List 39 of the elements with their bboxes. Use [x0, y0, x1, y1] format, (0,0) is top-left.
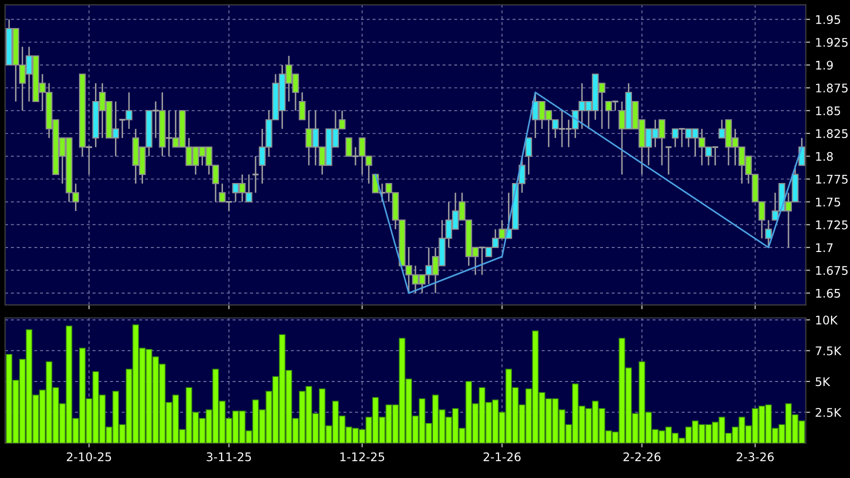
y-tick-label: 5K	[816, 377, 830, 386]
y-tick-label: 2.5K	[816, 408, 842, 417]
candlestick	[478, 246, 486, 276]
candlestick	[611, 100, 620, 112]
y-tick-label: 1.925	[816, 38, 848, 47]
candlestick	[165, 110, 173, 157]
candlestick	[345, 137, 352, 157]
candlestick	[664, 146, 672, 176]
candlestick	[252, 156, 260, 194]
candlestick	[352, 146, 360, 166]
y-tick-label: 7.5K	[816, 346, 842, 356]
y-tick-label: 1.7	[816, 243, 833, 252]
candlestick	[678, 128, 686, 148]
candlestick	[525, 137, 532, 176]
x-tick-label: 2-1-26	[484, 452, 521, 462]
candlestick	[85, 146, 93, 176]
y-tick-label: 1.65	[816, 288, 840, 298]
y-tick-label: 1.725	[816, 220, 848, 230]
y-tick-label: 1.775	[816, 174, 848, 184]
candlestick	[152, 100, 160, 139]
y-tick-label: 1.875	[816, 84, 848, 92]
x-tick-label: 3-11-25	[206, 452, 251, 462]
candlestick	[118, 118, 126, 139]
y-tick-label: 1.95	[816, 15, 840, 24]
candlestick	[711, 146, 720, 166]
candlestick	[298, 92, 306, 120]
candlestick	[225, 201, 233, 212]
candlestick	[765, 219, 772, 248]
x-tick-label: 2-10-25	[66, 452, 112, 462]
y-tick-label: 1.675	[816, 266, 848, 275]
x-tick-label: 2-3-26	[736, 452, 774, 462]
y-tick-label: 1.85	[816, 106, 840, 116]
y-tick-label: 1.75	[816, 198, 840, 207]
x-tick-label: 2-2-26	[624, 452, 660, 462]
y-tick-label: 10K	[816, 316, 838, 324]
y-tick-label: 1.8	[816, 152, 833, 161]
y-tick-label: 1.9	[816, 60, 833, 70]
x-tick-label: 1-12-25	[340, 452, 384, 462]
y-tick-label: 1.825	[816, 129, 848, 138]
